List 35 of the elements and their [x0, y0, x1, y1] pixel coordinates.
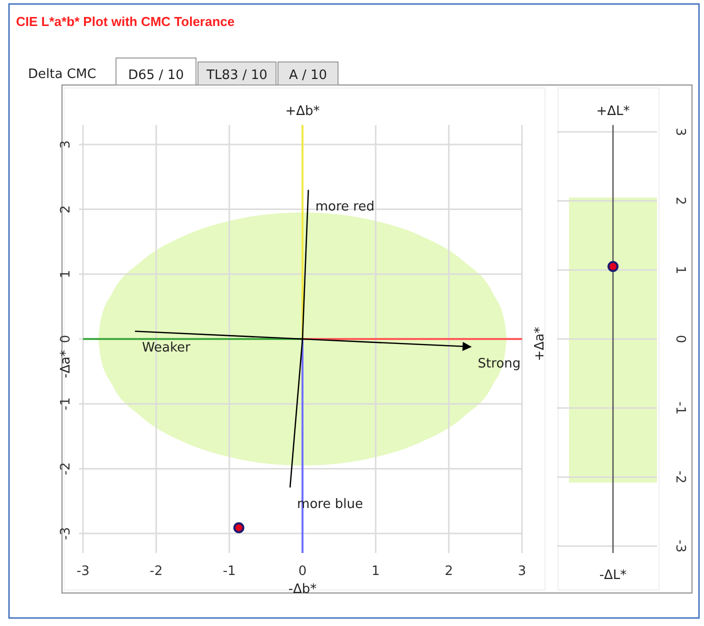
x-tick-label: -1 [222, 564, 236, 579]
y-tick-label: -3 [58, 527, 74, 540]
annotation: Strong [478, 356, 521, 372]
y-tick-label: 1 [672, 266, 688, 274]
annotation: more red [315, 199, 374, 214]
text: A / 10 [288, 68, 328, 83]
text: TL83 / 10 [206, 68, 268, 83]
text: D65 / 10 [128, 68, 184, 83]
y-tick-label: -2 [672, 470, 688, 484]
x-axis-title: -ΔL* [599, 568, 628, 583]
x-tick-label: -3 [76, 564, 90, 579]
x-tick-label: 2 [444, 564, 453, 579]
x2-axis-title: +ΔL* [596, 104, 630, 119]
y-tick-label: -2 [58, 462, 74, 476]
y-tick-label: -1 [58, 397, 74, 410]
y-tick-label: 0 [672, 334, 688, 344]
annotation: Weaker [142, 340, 192, 356]
text: Delta CMC [28, 67, 96, 82]
y-tick-label: 1 [58, 270, 74, 278]
y-tick-label: 2 [58, 205, 74, 214]
y-tick-label: -1 [672, 402, 688, 415]
y-tick-label: 3 [58, 140, 74, 149]
y-tick-label: 2 [672, 196, 688, 206]
x-tick-label: 0 [298, 564, 307, 579]
y-axis-title: -Δa* [58, 350, 74, 378]
x2-axis-title: +Δb* [285, 104, 320, 119]
y-tick-label: -3 [672, 540, 688, 553]
y-tick-label: 0 [58, 334, 74, 344]
x-tick-label: 3 [518, 564, 526, 579]
y2-axis-title: +Δa* [532, 326, 548, 362]
chart-title: CIE L*a*b* Plot with CMC Tolerance [16, 14, 235, 29]
y-tick-label: 3 [672, 128, 688, 136]
x-tick-label: 1 [372, 564, 380, 579]
x-axis-title: -Δb* [288, 582, 318, 597]
x-tick-label: -2 [150, 564, 163, 579]
